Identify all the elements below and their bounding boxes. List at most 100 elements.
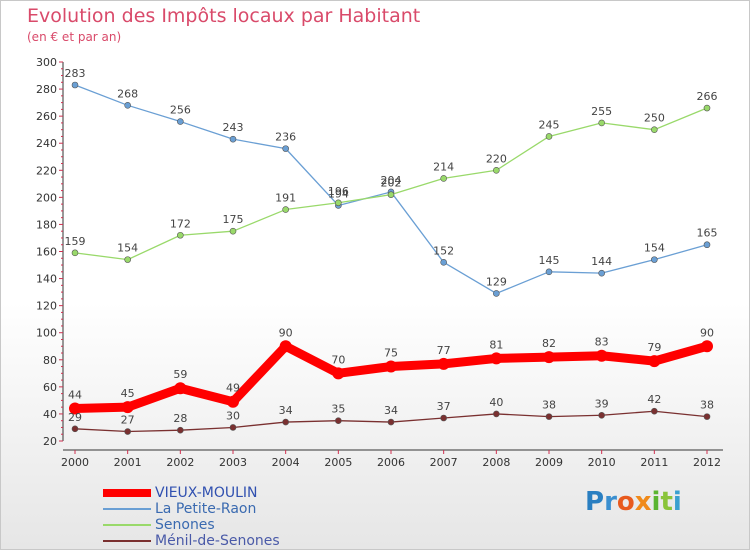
data-label: 34	[279, 404, 293, 417]
data-label: 159	[65, 235, 86, 248]
data-point	[545, 268, 553, 276]
x-tick-label: 2010	[588, 456, 616, 469]
data-labels: 44 45 59 49 90 70 75 77 81 82 83 79 90 283 268 256 243 23…	[65, 67, 718, 427]
data-point	[71, 249, 79, 257]
legend-label: VIEUX-MOULIN	[155, 485, 258, 501]
legend-swatch	[103, 540, 151, 542]
data-label: 45	[121, 387, 135, 400]
data-point	[545, 413, 553, 420]
data-label: 34	[384, 404, 398, 417]
data-point	[282, 418, 289, 426]
data-label: 268	[117, 87, 138, 100]
data-point	[440, 175, 447, 182]
y-tick-label: 40	[43, 408, 57, 421]
data-label: 38	[542, 399, 556, 412]
x-tick-label: 2005	[324, 456, 352, 469]
y-tick-label: 280	[36, 83, 57, 96]
data-label: 29	[68, 411, 82, 424]
legend-item: VIEUX-MOULIN	[103, 485, 343, 501]
data-point	[440, 259, 447, 266]
y-tick-label: 220	[36, 164, 57, 177]
logo-letter: i	[672, 487, 682, 517]
data-label: 129	[486, 275, 507, 288]
data-label: 256	[170, 104, 191, 117]
x-tick-label: 2001	[114, 456, 142, 469]
data-point	[493, 410, 500, 418]
data-point	[387, 191, 395, 198]
data-label: 75	[384, 347, 398, 360]
y-tick-label: 300	[36, 56, 57, 69]
data-point	[703, 241, 711, 249]
data-label: 79	[647, 341, 661, 354]
data-label: 154	[644, 242, 665, 255]
data-point	[124, 102, 131, 109]
x-tick-label: 2012	[693, 456, 721, 469]
data-point	[385, 360, 397, 373]
logo-letter: r	[604, 487, 617, 517]
data-point	[124, 428, 131, 435]
data-label: 59	[173, 368, 187, 381]
x-tick-label: 2000	[61, 456, 89, 469]
series-points	[69, 81, 713, 435]
data-label: 37	[437, 400, 451, 413]
data-label: 42	[647, 393, 661, 406]
data-point	[121, 401, 134, 414]
x-tick-label: 2003	[219, 456, 247, 469]
legend-item: Ménil-de-Senones	[103, 533, 343, 549]
y-tick-label: 140	[36, 273, 57, 286]
data-label: 245	[539, 118, 560, 131]
data-label: 30	[226, 409, 240, 422]
data-point	[387, 418, 395, 426]
data-label: 255	[591, 105, 612, 118]
data-point	[545, 133, 553, 140]
data-label: 82	[542, 337, 556, 350]
x-tick-label: 2006	[377, 456, 405, 469]
data-point	[71, 425, 79, 433]
logo-letter: i	[651, 487, 661, 517]
data-label: 194	[328, 187, 349, 200]
y-tick-label: 20	[43, 435, 57, 448]
data-point	[701, 340, 713, 353]
data-point	[335, 417, 342, 424]
data-point	[703, 104, 711, 112]
legend-label: La Petite-Raon	[155, 501, 257, 517]
data-label: 243	[223, 121, 244, 134]
y-tick-label: 80	[43, 354, 57, 367]
data-point	[229, 227, 237, 235]
y-tick-label: 180	[36, 218, 57, 231]
data-point	[543, 351, 555, 364]
data-label: 144	[591, 255, 612, 268]
data-point	[69, 402, 81, 415]
series-lines	[70, 84, 712, 433]
data-point	[598, 411, 605, 419]
data-label: 35	[331, 403, 345, 416]
x-tick-label: 2008	[482, 456, 510, 469]
legend-swatch	[103, 508, 151, 510]
data-label: 38	[700, 399, 714, 412]
data-point	[177, 118, 184, 125]
data-point	[282, 145, 289, 152]
x-tick-label: 2002	[166, 456, 194, 469]
data-point	[177, 426, 184, 434]
data-point	[71, 81, 79, 89]
logo-letter: x	[634, 487, 652, 517]
data-point	[229, 135, 237, 143]
data-label: 165	[697, 227, 718, 240]
data-label: 27	[121, 414, 135, 427]
data-point	[282, 206, 289, 213]
data-label: 40	[489, 396, 503, 409]
data-label: 81	[489, 338, 503, 351]
data-label: 283	[65, 67, 86, 80]
legend-item: La Petite-Raon	[103, 501, 343, 517]
y-tick-label: 100	[36, 327, 57, 340]
data-point	[598, 269, 605, 277]
logo-letter: t	[660, 487, 673, 517]
chart-axes: 2040608010012014016018020022024026028030…	[36, 56, 723, 469]
data-label: 70	[331, 353, 345, 366]
data-point	[651, 407, 658, 415]
data-label: 196	[328, 185, 349, 198]
data-point	[598, 119, 605, 127]
legend-label: Senones	[155, 517, 215, 533]
data-point	[490, 352, 503, 365]
data-point	[227, 395, 239, 408]
